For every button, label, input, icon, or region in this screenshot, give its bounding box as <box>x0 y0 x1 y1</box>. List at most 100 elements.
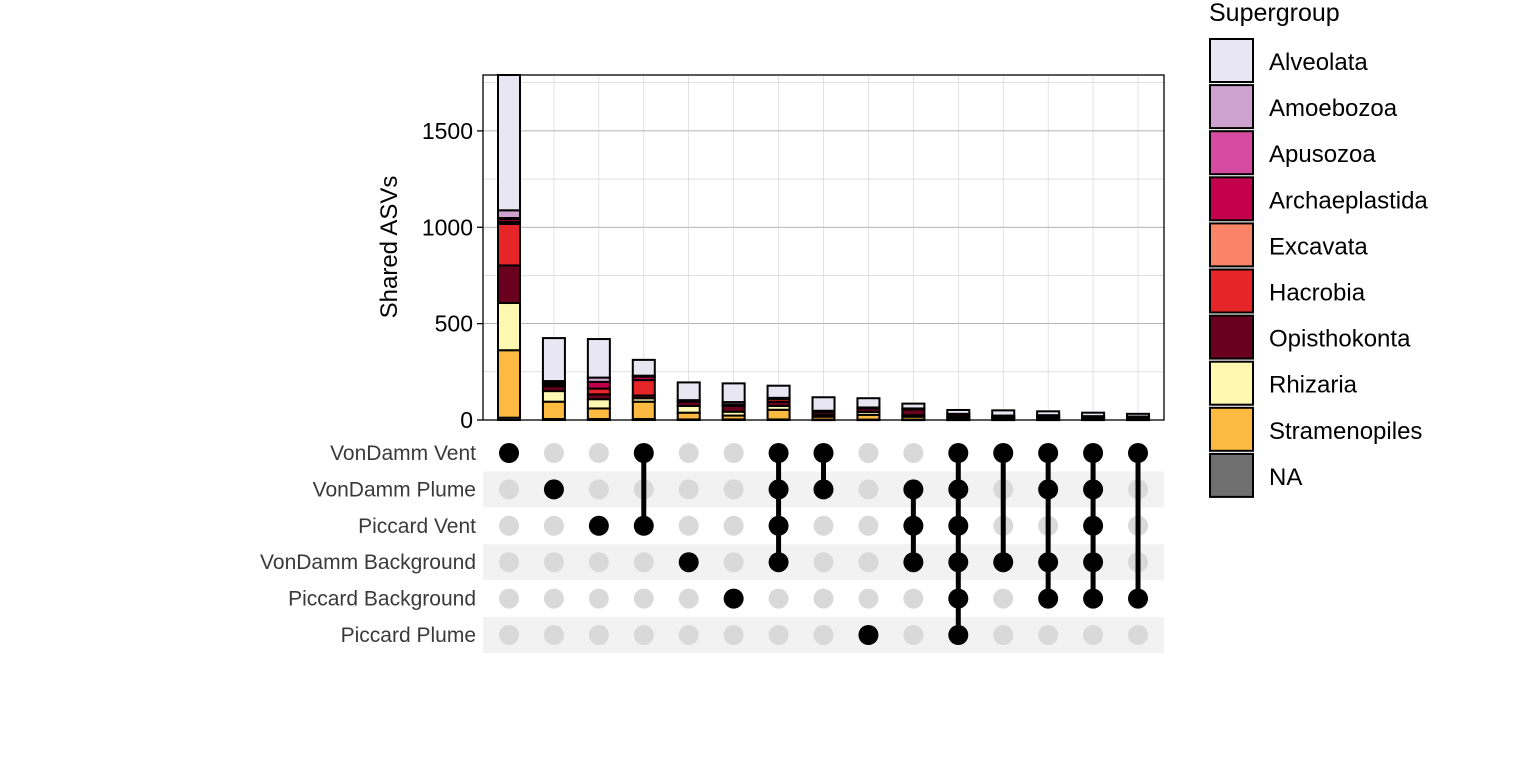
matrix-dot-active <box>543 479 564 500</box>
matrix-dot-active <box>903 479 924 500</box>
stacked-bars <box>497 74 1151 422</box>
bar-stack <box>497 74 521 422</box>
matrix-dot-active <box>768 479 789 500</box>
matrix-dot-inactive <box>1038 625 1059 645</box>
bar-segment <box>586 398 611 410</box>
legend-label: Alveolata <box>1269 49 1368 76</box>
matrix-dot-inactive <box>678 479 699 500</box>
bar-segment <box>811 396 836 412</box>
matrix-dot-active <box>813 479 834 500</box>
bar-segment <box>1126 412 1151 418</box>
legend-swatch <box>1209 360 1254 406</box>
matrix-dot-active <box>948 515 969 536</box>
matrix-dot-active <box>1083 588 1104 609</box>
legend-label: Stramenopiles <box>1269 418 1422 445</box>
matrix-dot-active <box>1083 515 1104 536</box>
bar-segment <box>586 407 611 421</box>
bar-segment <box>901 402 926 410</box>
y-tick-label: 500 <box>435 311 473 337</box>
matrix-dot-inactive <box>723 625 744 645</box>
legend-label: Archaeplastida <box>1269 187 1428 214</box>
legend-label: NA <box>1269 464 1302 491</box>
matrix-dot-active <box>1128 588 1149 609</box>
matrix-dot-active <box>499 443 519 463</box>
bar-segment <box>631 400 656 421</box>
bar-stack <box>631 358 656 422</box>
matrix-dot-inactive <box>813 625 834 645</box>
legend-label: Rhizaria <box>1269 372 1358 399</box>
bar-segment <box>497 349 521 419</box>
matrix-dot-active <box>678 552 699 573</box>
bar-panel-border <box>482 74 1165 421</box>
bar-segment <box>856 397 881 409</box>
matrix-dot-inactive <box>768 588 789 609</box>
matrix-dot-active <box>1038 588 1059 609</box>
matrix-dot-inactive <box>858 552 879 573</box>
bar-segment <box>676 411 701 421</box>
bar-stack <box>586 338 611 422</box>
bar-stack <box>991 409 1016 422</box>
matrix-dot-inactive <box>499 625 519 645</box>
bar-segment <box>497 209 521 220</box>
legend-swatch <box>1209 314 1254 360</box>
matrix-dot-inactive <box>633 588 654 609</box>
bar-segment <box>631 379 656 397</box>
matrix-dot-inactive <box>723 443 744 463</box>
matrix-dot-active <box>633 515 654 536</box>
matrix-dot-active <box>948 625 969 645</box>
set-label: VonDamm Vent <box>330 442 476 465</box>
matrix-dot-inactive <box>678 443 699 463</box>
bar-stack <box>721 382 746 421</box>
bar-stack <box>676 381 701 421</box>
matrix-dot-inactive <box>543 625 564 645</box>
bar-segment <box>991 409 1016 417</box>
y-axis: 0 500 1000 1500 <box>422 118 483 433</box>
matrix-dot-active <box>1083 552 1104 573</box>
matrix-dot-inactive <box>858 515 879 536</box>
matrix-dot-active <box>948 479 969 500</box>
matrix-dot-inactive <box>723 479 744 500</box>
set-label: Piccard Background <box>288 588 476 611</box>
matrix-dot-active <box>1083 443 1104 463</box>
bar-segment <box>586 380 611 390</box>
matrix-dot-active <box>813 443 834 463</box>
matrix-dot-inactive <box>858 588 879 609</box>
bar-stack <box>1036 410 1061 422</box>
matrix-dot-inactive <box>543 515 564 536</box>
matrix-dot-inactive <box>768 625 789 645</box>
matrix-dot-inactive <box>588 443 609 463</box>
matrix-dot-inactive <box>903 443 924 463</box>
matrix-dot-inactive <box>499 479 519 500</box>
bar-stack <box>946 408 971 422</box>
legend-swatch <box>1209 38 1254 83</box>
y-tick-label: 1000 <box>422 214 473 240</box>
legend-label: Hacrobia <box>1269 280 1366 307</box>
legend: Supergroup Alveolata Amoebozoa Apusozoa Arc… <box>1209 0 1428 498</box>
legend-label: Apusozoa <box>1269 141 1376 168</box>
matrix-dot-inactive <box>543 443 564 463</box>
matrix-dot-inactive <box>813 515 834 536</box>
matrix-dot-inactive <box>813 552 834 573</box>
set-label: VonDamm Plume <box>313 478 476 501</box>
bar-segment <box>721 382 746 404</box>
set-label: VonDamm Background <box>260 551 476 574</box>
matrix-dot-inactive <box>588 588 609 609</box>
matrix-dot-inactive <box>543 588 564 609</box>
legend-swatch <box>1209 84 1254 130</box>
bar-stack <box>811 396 836 422</box>
matrix-dot-active <box>768 515 789 536</box>
matrix-dot-active <box>948 552 969 573</box>
matrix-dot-active <box>858 625 879 645</box>
bar-segment <box>497 302 521 352</box>
matrix-dot-inactive <box>588 479 609 500</box>
matrix-dot-inactive <box>588 625 609 645</box>
matrix-dot-inactive <box>813 588 834 609</box>
legend-label: Excavata <box>1269 233 1368 260</box>
matrix-dot-inactive <box>633 625 654 645</box>
bar-stack <box>901 402 926 422</box>
matrix-dot-active <box>723 588 744 609</box>
matrix-dot-inactive <box>588 552 609 573</box>
matrix-dot-active <box>633 443 654 463</box>
legend-title: Supergroup <box>1209 0 1340 27</box>
matrix-dot-active <box>903 515 924 536</box>
